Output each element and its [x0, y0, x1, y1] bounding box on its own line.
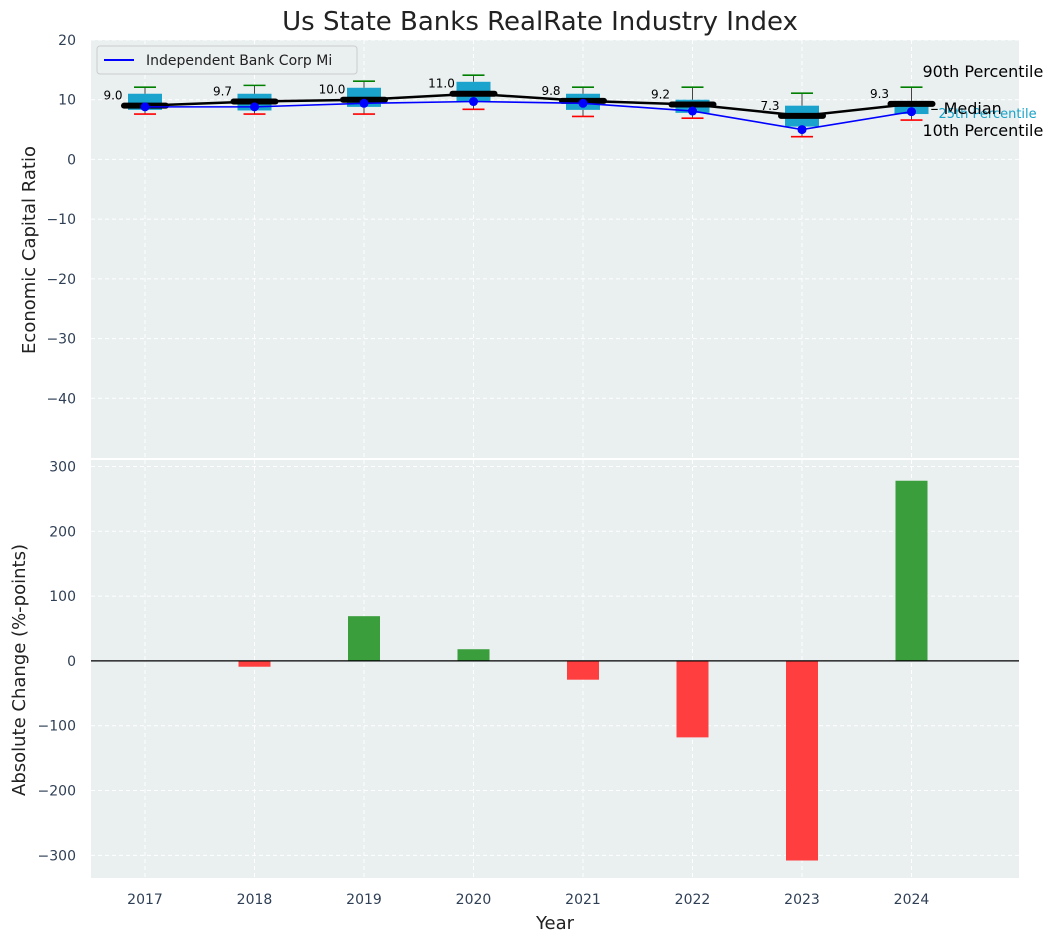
top-y-axis-title: Economic Capital Ratio: [19, 146, 40, 354]
change-bar: [676, 660, 709, 738]
top-y-tick-label: −10: [46, 212, 76, 228]
bottom-y-tick-label: −200: [38, 784, 76, 800]
median-value-label: 9.0: [103, 89, 122, 103]
company-point: [578, 98, 588, 108]
x-tick-label: 2017: [127, 892, 163, 908]
top-panel: 20 10 0 −10 −20 −30 −40 9.0 9.7 10.0 11.0 9.8 9.2 7.3…: [46, 33, 1043, 458]
bottom-y-tick-label: −300: [38, 848, 76, 864]
x-tick-label: 2022: [675, 892, 711, 908]
x-tick-label: 2019: [346, 892, 382, 908]
top-y-tick-label: −30: [46, 332, 76, 348]
bottom-y-tick-label: 300: [49, 459, 76, 475]
p25-label: 25th Percentile: [939, 107, 1037, 122]
x-tick-label: 2021: [565, 892, 601, 908]
change-bar: [348, 616, 380, 661]
x-tick-label: 2018: [237, 892, 273, 908]
company-point: [140, 102, 150, 112]
bottom-y-tick-label: 0: [67, 654, 76, 670]
change-bar: [786, 660, 818, 861]
change-bar: [457, 649, 490, 661]
x-tick-label: 2023: [784, 892, 820, 908]
median-value-label: 9.3: [870, 87, 889, 101]
bottom-y-tick-label: 100: [49, 589, 76, 605]
company-point: [250, 102, 259, 112]
change-bar: [567, 660, 599, 680]
company-point: [907, 107, 916, 117]
legend-box: [96, 45, 358, 75]
median-value-label: 9.2: [651, 87, 670, 101]
top-y-tick-label: 20: [58, 33, 76, 49]
change-bar: [895, 480, 928, 661]
chart-title: Us State Banks RealRate Industry Index: [282, 7, 798, 37]
company-point: [469, 97, 478, 107]
median-value-label: 9.8: [541, 84, 560, 98]
x-tick-label: 2024: [894, 892, 930, 908]
change-bar: [238, 660, 271, 667]
top-y-tick-label: −20: [46, 272, 76, 288]
p90-label: 90th Percentile: [923, 62, 1044, 81]
bottom-panel: 300 200 100 0 −100 −200 −300 2017 2018 2019 2020 20…: [38, 459, 1019, 908]
top-y-tick-label: −40: [46, 391, 76, 407]
p10-label: 10th Percentile: [923, 121, 1044, 140]
median-value-label: 10.0: [319, 83, 346, 97]
median-value-label: 11.0: [428, 77, 455, 91]
bottom-plot-area: [91, 460, 1019, 878]
x-tick-label: 2020: [456, 892, 492, 908]
median-value-label: 7.3: [760, 99, 779, 113]
bottom-y-tick-label: 200: [49, 524, 76, 540]
top-y-tick-label: 0: [67, 152, 76, 168]
legend: Independent Bank Corp Mi: [96, 45, 358, 75]
company-point: [688, 106, 697, 116]
bottom-y-axis-title: Absolute Change (%-points): [9, 544, 30, 796]
company-point: [359, 98, 369, 108]
x-axis-title: Year: [535, 913, 575, 934]
company-point: [797, 125, 807, 135]
bottom-y-tick-label: −100: [38, 719, 76, 735]
company-line: [145, 100, 912, 131]
legend-label: Independent Bank Corp Mi: [146, 53, 332, 69]
median-side-label: – Median: [931, 99, 1002, 118]
median-value-label: 9.7: [213, 85, 232, 99]
top-y-tick-label: 10: [58, 93, 76, 109]
